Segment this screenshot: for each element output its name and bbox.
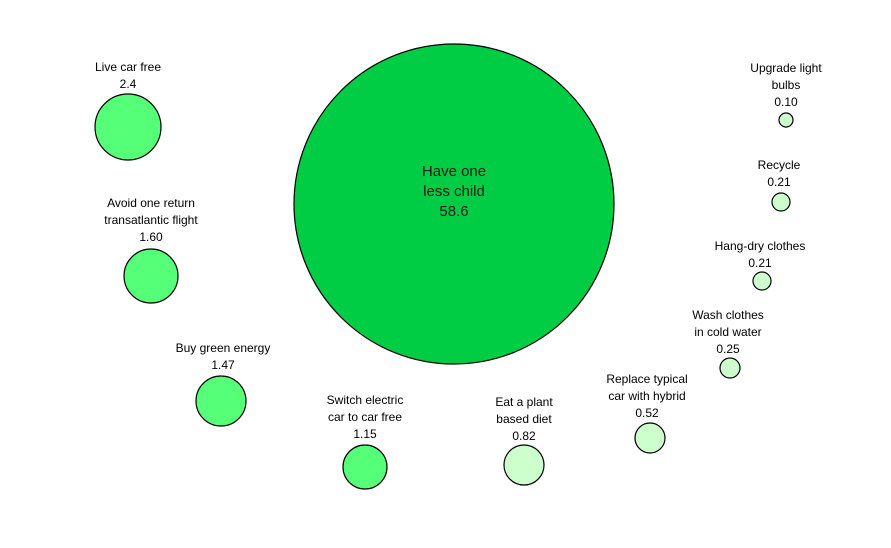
bubble-value-label: 0.82: [512, 429, 536, 443]
bubble-name-label: Buy green energy: [176, 341, 271, 355]
bubble-value-label: 0.25: [716, 342, 740, 356]
bubble: [778, 112, 794, 128]
bubble-group: Hang-dry clothes 0.21: [715, 239, 806, 291]
bubble-name-label: car with hybrid: [608, 389, 685, 403]
bubble-name-label: less child: [423, 183, 485, 200]
bubble: [752, 271, 772, 291]
bubble-value-label: 0.52: [635, 406, 659, 420]
bubble: [123, 248, 179, 304]
bubble-value-label: 1.47: [211, 358, 235, 372]
bubble-group: Avoid one return transatlantic flight 1.60: [104, 196, 198, 304]
bubble-group: Wash clothes in cold water 0.25: [692, 308, 764, 379]
bubble-name-label: Recycle: [758, 158, 801, 172]
bubble-name-label: Switch electric: [327, 393, 404, 407]
bubble-name-label: Live car free: [95, 60, 161, 74]
bubble: [94, 93, 162, 161]
bubble-name-label: Upgrade light: [750, 61, 822, 75]
bubble-name-label: Avoid one return: [107, 196, 195, 210]
bubble: [634, 422, 666, 454]
bubble-name-label: based diet: [496, 412, 552, 426]
bubble-name-label: Wash clothes: [692, 308, 764, 322]
bubble-group: Replace typical car with hybrid 0.52: [606, 372, 688, 454]
bubble-name-label: Eat a plant: [495, 395, 553, 409]
bubble-name-label: in cold water: [694, 325, 761, 339]
bubble-value-label: 0.21: [767, 175, 791, 189]
bubble-name-label: Replace typical: [606, 372, 687, 386]
bubble-value-label: 2.4: [120, 77, 137, 91]
bubble-group: Buy green energy 1.47: [176, 341, 271, 427]
bubble-group: Have one less child 58.6: [293, 43, 615, 365]
bubble-name-label: car to car free: [328, 410, 402, 424]
bubble-name-label: Have one: [422, 163, 486, 180]
bubble-group: Live car free 2.4: [94, 60, 162, 161]
bubble-group: Switch electric car to car free 1.15: [327, 393, 404, 490]
bubble-value-label: 0.10: [774, 95, 798, 109]
bubble: [293, 43, 615, 365]
bubble-group: Upgrade light bulbs 0.10: [750, 61, 822, 128]
bubble-value-label: 1.15: [353, 427, 377, 441]
bubble: [503, 444, 545, 486]
bubble: [195, 375, 247, 427]
bubble-group: Recycle 0.21: [758, 158, 801, 212]
bubble-value-label: 58.6: [439, 203, 468, 220]
bubble: [771, 192, 791, 212]
bubble-value-label: 0.21: [748, 256, 772, 270]
bubble-name-label: Hang-dry clothes: [715, 239, 806, 253]
bubble-name-label: transatlantic flight: [104, 213, 198, 227]
bubble-value-label: 1.60: [139, 230, 163, 244]
bubble-group: Eat a plant based diet 0.82: [495, 395, 553, 486]
bubble: [342, 444, 388, 490]
bubble: [719, 357, 741, 379]
bubble-name-label: bulbs: [772, 78, 801, 92]
